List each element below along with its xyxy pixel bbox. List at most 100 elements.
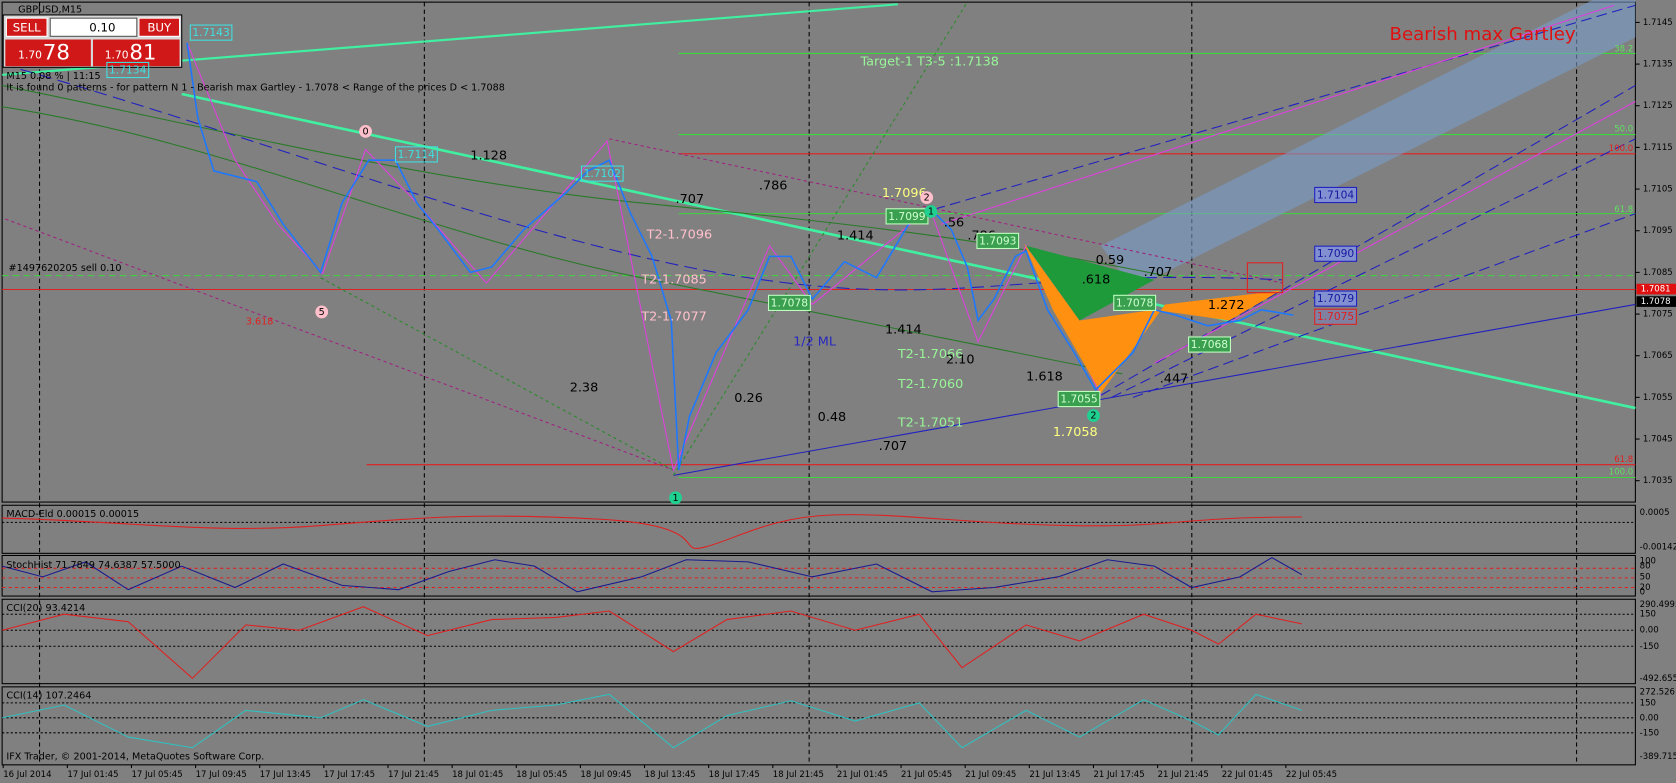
price-tick-label: 1.7135 [1643, 60, 1673, 70]
price-tag: 1.7104 [1317, 188, 1355, 201]
price-tag: 1.7068 [1191, 338, 1229, 351]
time-label: 18 Jul 21:45 [773, 770, 824, 780]
pattern-title: Bearish max Gartley [1390, 24, 1576, 45]
pivot: 1 [928, 207, 934, 218]
indicator-traces [2, 514, 1636, 749]
annotation: T2-1.7085 [640, 272, 706, 287]
price-tag: 1.7102 [584, 167, 621, 180]
price-tick-label: 1.7035 [1643, 476, 1673, 486]
channel-band [1100, 0, 1636, 289]
boxed-labels: 1.7143 1.7134 1.7114 1.7102 1.7104 1.709… [106, 24, 1358, 408]
time-label: 18 Jul 13:45 [645, 770, 696, 780]
price-tag-box [767, 294, 811, 311]
price-tick-label: 1.7105 [1643, 185, 1673, 195]
price-tick-label: 1.7095 [1643, 226, 1673, 236]
annotations: Target-1 T3-5 :1.7138 1.128 .707 .786 1.… [9, 54, 1245, 454]
price-tag-box [106, 61, 150, 79]
indicator-scale: 20 [1640, 583, 1651, 593]
annotation: T2-1.7066 [897, 347, 963, 362]
price-tag-box [1113, 294, 1157, 311]
pivots: 0 5 2 1 2 1 [315, 124, 1100, 505]
price-tick-label: 1.7145 [1643, 18, 1673, 28]
indicator-scale: -492.655 [1640, 674, 1676, 684]
time-label: 21 Jul 13:45 [1029, 770, 1080, 780]
indicator-scale: 100 [1640, 556, 1656, 566]
levels [2, 52, 1636, 479]
info-line: It is found 0 patterns - for pattern N 1… [6, 83, 504, 94]
indicator-label: CCI(20) 93.4214 [6, 603, 85, 614]
pivot: 1 [672, 493, 678, 504]
buy-price-box[interactable] [92, 39, 180, 67]
price-marker [1636, 283, 1676, 295]
price-tag-box [1314, 186, 1358, 204]
indicator-scale: 290.4995 [1640, 600, 1676, 610]
price-tag: 1.7093 [979, 234, 1016, 247]
annotation: T2-1.7077 [640, 310, 706, 325]
pivot: 0 [362, 126, 368, 137]
time-label: 17 Jul 17:45 [324, 770, 375, 780]
annotation: 2.10 [946, 352, 975, 367]
price-tag-box [1314, 308, 1357, 325]
price-marker-label: 1.7078 [1641, 297, 1671, 307]
time-label: 17 Jul 05:45 [131, 770, 182, 780]
time-label: 21 Jul 09:45 [965, 770, 1016, 780]
price-tag: 1.7114 [398, 148, 436, 161]
indicator-scale: -389.7154 [1640, 752, 1676, 762]
time-label: 22 Jul 01:45 [1222, 770, 1273, 780]
price-tag: 1.7134 [109, 64, 147, 77]
annotation: 0.26 [734, 391, 763, 406]
time-label: 17 Jul 13:45 [260, 770, 311, 780]
indicator-scale: 150 [1640, 698, 1656, 708]
annotation: .56 [944, 216, 964, 231]
time-label: 17 Jul 21:45 [388, 770, 439, 780]
level-label: 61.8 [1614, 205, 1633, 215]
info-line: M15 0.08 % | 11:15 [6, 71, 100, 82]
price-tag-box [1314, 290, 1358, 307]
price-tag-box [580, 165, 624, 182]
level-label: 100.0 [1609, 468, 1633, 478]
annotation: 1.272 [1208, 298, 1245, 313]
pivot: 2 [924, 193, 930, 204]
trade-panel: SELL 0.10 BUY 1.70 78 1.70 81 [2, 14, 183, 68]
indicator-scale: 0 [1640, 587, 1645, 597]
buy-price-big: 81 [129, 40, 156, 65]
time-label: 18 Jul 09:45 [580, 770, 631, 780]
time-label: 18 Jul 17:45 [709, 770, 760, 780]
price-tag: 1.7055 [1060, 393, 1097, 406]
buy-button[interactable] [138, 17, 181, 37]
annotation: .707 [879, 439, 908, 454]
time-label: 21 Jul 05:45 [901, 770, 952, 780]
annotation: 1.7058 [1053, 425, 1098, 440]
price-tag: 1.7078 [771, 296, 809, 309]
lot-input[interactable] [49, 17, 138, 37]
annotation: 1.414 [837, 229, 874, 244]
annotation: 1.618 [1026, 370, 1063, 385]
indicator-scale: 0.00 [1640, 626, 1659, 636]
price-tag: 1.7079 [1317, 292, 1355, 305]
price-tag: 1.7143 [192, 26, 229, 39]
annotation: 2.38 [570, 380, 599, 395]
indicator-scale: 0.00 [1640, 713, 1659, 723]
lot-value: 0.10 [89, 20, 115, 34]
level-label: 50.0 [1614, 125, 1633, 135]
sell-price-box[interactable] [5, 39, 91, 67]
annotation: #1497620205 sell 0.10 [9, 263, 122, 274]
annotation: T2-1.7060 [897, 377, 963, 392]
price-tag: 1.7090 [1317, 247, 1355, 260]
sell-button[interactable] [5, 17, 48, 37]
indicator-scale: 150 [1640, 610, 1656, 620]
price-marker [1636, 296, 1676, 307]
footer: IFX Trader, © 2001-2014, MetaQuotes Soft… [6, 751, 264, 762]
price-tick-label: 1.7045 [1643, 435, 1673, 445]
price-tick-label: 1.7085 [1643, 268, 1673, 278]
pivot: 2 [1090, 411, 1096, 422]
price-tick-label: 1.7055 [1643, 393, 1673, 403]
level-label: 61.8 [1614, 455, 1633, 465]
pattern-fill [1026, 245, 1155, 321]
price-tag-box [1188, 336, 1231, 353]
indicator-scale: 0.0005 [1640, 508, 1670, 518]
annotation: 1.128 [470, 148, 507, 163]
time-label: 17 Jul 01:45 [67, 770, 118, 780]
